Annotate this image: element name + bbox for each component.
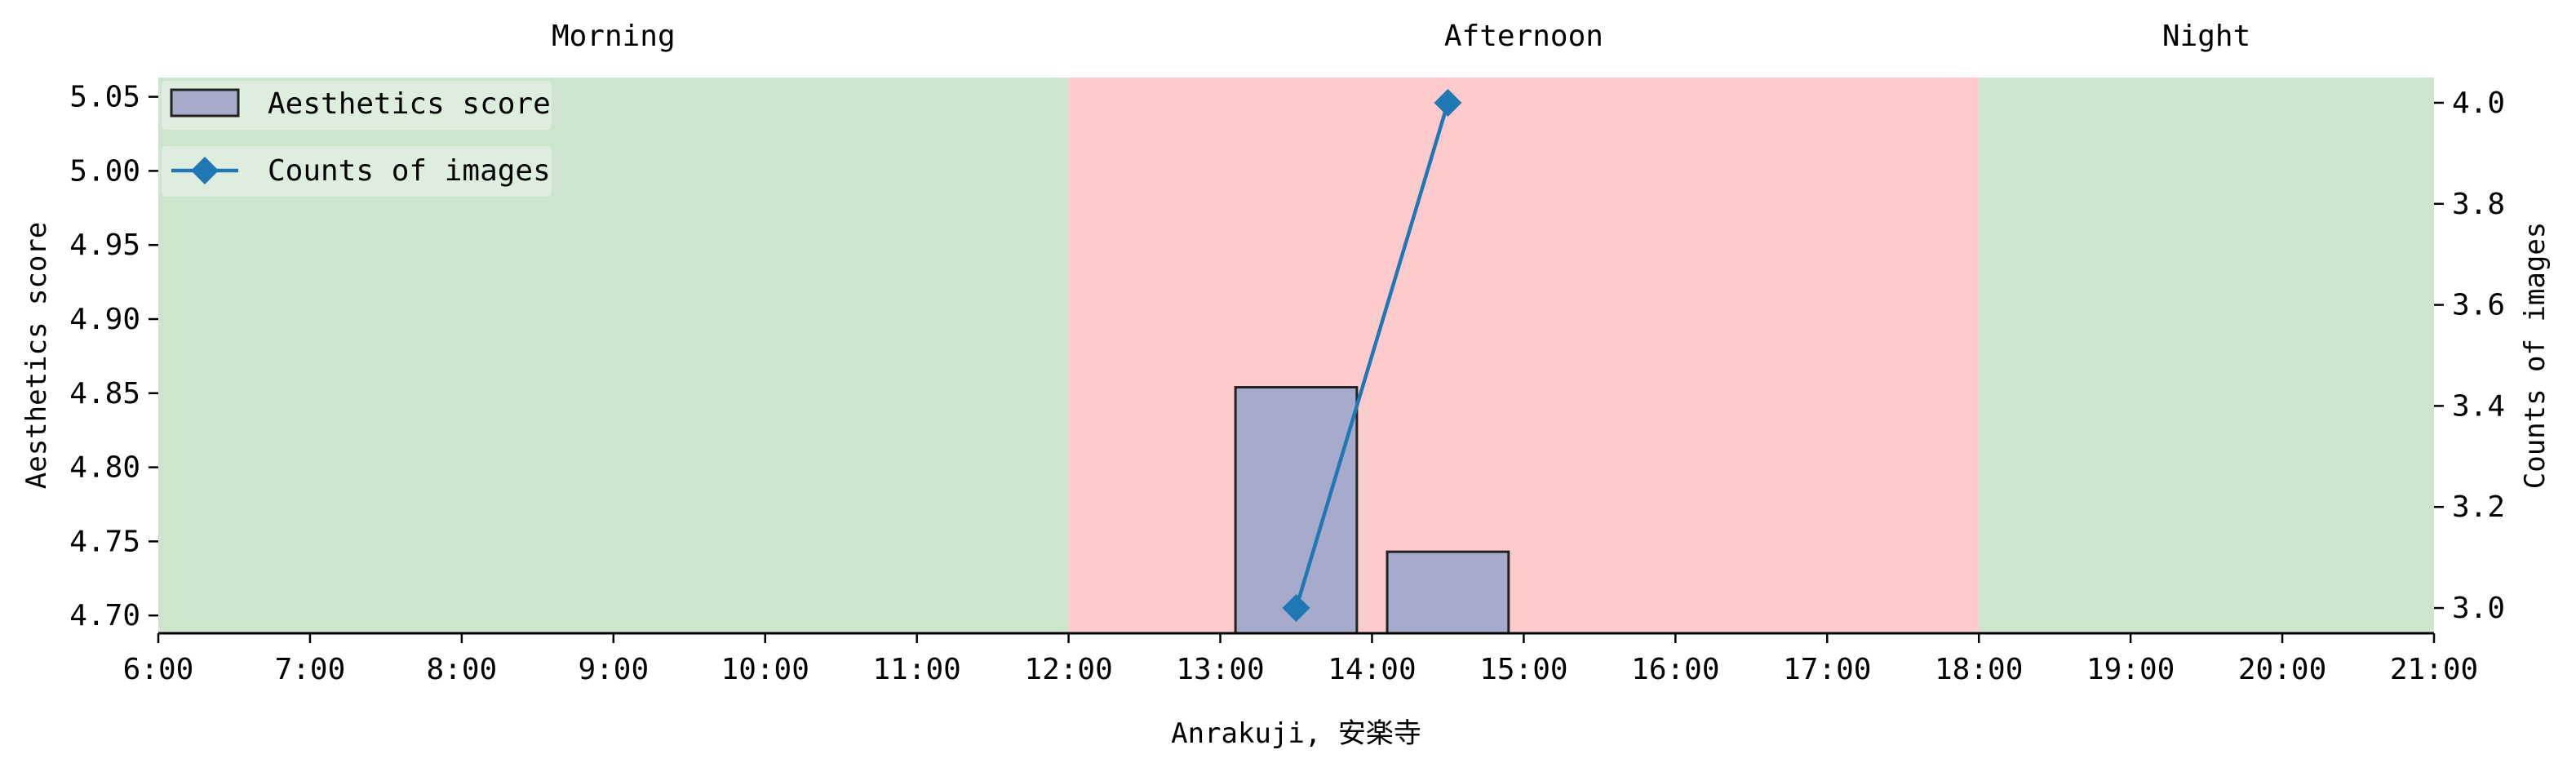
counts-point	[1434, 88, 1462, 117]
right-y-tick-label: 3.4	[2452, 389, 2505, 423]
x-tick-label: 8:00	[427, 653, 498, 686]
right-y-tick-label: 3.2	[2452, 490, 2505, 524]
x-tick-label: 10:00	[721, 653, 809, 686]
legend-bg	[162, 81, 552, 130]
x-tick-label: 13:00	[1176, 653, 1264, 686]
right-y-tick-label: 3.0	[2452, 592, 2505, 625]
period-label: Afternoon	[1444, 20, 1603, 53]
left-y-tick-label: 4.95	[69, 228, 140, 262]
x-axis-label: Anrakuji, 安楽寺	[1171, 717, 1421, 750]
period-band	[1068, 78, 1980, 633]
x-tick-label: 9:00	[578, 653, 649, 686]
x-tick-label: 21:00	[2390, 653, 2478, 686]
x-tick-label: 6:00	[123, 653, 194, 686]
x-tick-label: 12:00	[1024, 653, 1112, 686]
right-y-tick-label: 3.8	[2452, 188, 2505, 221]
left-y-tick-label: 4.75	[69, 525, 140, 558]
aesthetics-bar	[1234, 386, 1359, 635]
legend-label-counts: Counts of images	[268, 154, 551, 188]
axes: 6:00 7:00 8:00 9:00 10:00 11:00 12:00 13:00 14:0…	[69, 81, 2505, 686]
right-y-tick-label: 4.0	[2452, 87, 2505, 120]
left-y-tick-label: 5.00	[69, 154, 140, 188]
x-tick-label: 16:00	[1631, 653, 1719, 686]
legend-marker-swatch	[191, 157, 219, 184]
legend: Aesthetics score Counts of images	[162, 81, 552, 197]
left-y-tick-label: 4.70	[69, 599, 140, 632]
line-series	[1282, 88, 1462, 623]
period-bands	[158, 78, 2434, 633]
x-tick-label: 15:00	[1479, 653, 1567, 686]
x-tick-label: 19:00	[2086, 653, 2175, 686]
legend-bar-swatch	[170, 88, 240, 118]
aesthetics-bar	[1386, 550, 1510, 635]
counts-line	[1294, 102, 1450, 609]
x-tick-label: 14:00	[1328, 653, 1416, 686]
right-y-tick-label: 3.6	[2452, 289, 2505, 322]
bar-series	[1234, 386, 1510, 635]
left-y-tick-label: 5.05	[69, 81, 140, 114]
left-y-axis-label: Aesthetics score	[20, 222, 53, 490]
left-y-tick-label: 4.85	[69, 377, 140, 410]
x-tick-label: 18:00	[1935, 653, 2023, 686]
right-y-axis-label: Counts of images	[2519, 222, 2552, 490]
x-tick-label: 20:00	[2238, 653, 2326, 686]
legend-label-aesthetics: Aesthetics score	[268, 87, 551, 121]
period-labels: Morning Afternoon Night	[552, 20, 2250, 53]
x-tick-label: 7:00	[275, 653, 346, 686]
x-tick-label: 11:00	[872, 653, 960, 686]
left-y-tick-label: 4.90	[69, 303, 140, 336]
period-band	[1979, 78, 2434, 633]
left-y-tick-label: 4.80	[69, 451, 140, 485]
period-label: Morning	[552, 20, 676, 53]
period-label: Night	[2162, 20, 2250, 53]
period-band	[158, 78, 1069, 633]
legend-bg	[162, 146, 552, 197]
x-tick-label: 17:00	[1783, 653, 1871, 686]
counts-point	[1282, 594, 1310, 623]
